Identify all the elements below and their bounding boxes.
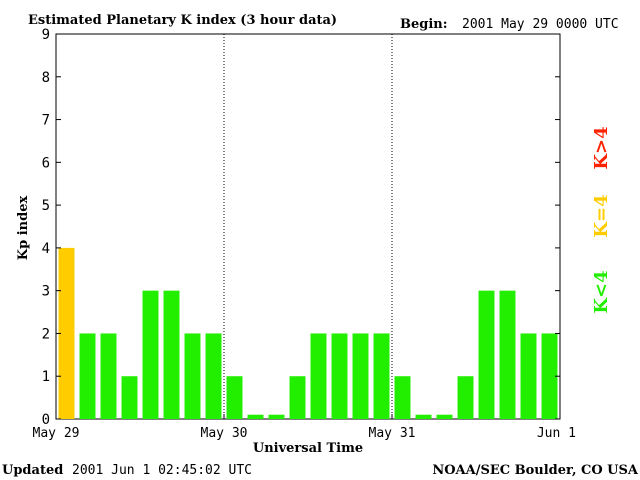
plot-frame (55, 33, 561, 420)
kp-bar (247, 414, 264, 419)
kp-bar (163, 290, 180, 419)
x-tick-label: Jun 1 (537, 426, 576, 441)
x-axis-label: Universal Time (253, 441, 363, 456)
kp-bar (226, 376, 243, 419)
kp-bar (268, 414, 285, 419)
kp-bar (457, 376, 474, 419)
y-tick-label: 3 (42, 284, 50, 300)
kp-bar (205, 333, 222, 419)
y-tick-label: 1 (42, 369, 50, 385)
kp-bar (541, 333, 558, 419)
x-axis-ticks: May 29 May 30 May 31 Jun 1 (33, 414, 576, 441)
kp-bar (394, 376, 411, 419)
y-tick-label: 4 (42, 241, 50, 257)
kp-bar (310, 333, 327, 419)
y-axis-label: Kp index (16, 196, 31, 261)
kp-bar (415, 414, 432, 419)
x-tick-label: May 30 (201, 426, 248, 441)
kp-bar (58, 247, 75, 419)
y-tick-label: 0 (42, 412, 50, 428)
kp-bar (352, 333, 369, 419)
begin-label: Begin: (400, 17, 448, 32)
kp-bar (436, 414, 453, 419)
x-tick-label: May 31 (369, 426, 416, 441)
kp-bar (520, 333, 537, 419)
kp-bar (79, 333, 96, 419)
source-credit: NOAA/SEC Boulder, CO USA (432, 463, 639, 478)
kp-bar (331, 333, 348, 419)
kp-bar (142, 290, 159, 419)
kp-bar (289, 376, 306, 419)
legend-below: K<4 (591, 270, 612, 313)
y-tick-label: 9 (42, 27, 50, 43)
y-tick-label: 8 (42, 70, 50, 86)
y-tick-label: 2 (42, 326, 50, 342)
y-tick-label: 6 (42, 155, 50, 171)
updated-value: 2001 Jun 1 02:45:02 UTC (72, 463, 252, 478)
y-tick-label: 5 (42, 198, 50, 214)
chart-title: Estimated Planetary K index (3 hour data… (28, 13, 337, 28)
updated-label: Updated (2, 463, 63, 478)
bars (58, 247, 558, 419)
legend-above: K>4 (591, 126, 612, 169)
begin-value: 2001 May 29 0000 UTC (462, 17, 619, 32)
kp-bar (373, 333, 390, 419)
legend-equal: K=4 (591, 194, 612, 237)
kp-bar (499, 290, 516, 419)
kp-bar (478, 290, 495, 419)
y-axis-ticks: 0 1 2 3 4 5 6 7 8 9 (42, 27, 560, 428)
kp-bar (100, 333, 117, 419)
x-tick-label: May 29 (33, 426, 80, 441)
y-tick-label: 7 (42, 113, 50, 129)
kp-bar (121, 376, 138, 419)
day-dividers (223, 34, 393, 419)
kp-bar (184, 333, 201, 419)
